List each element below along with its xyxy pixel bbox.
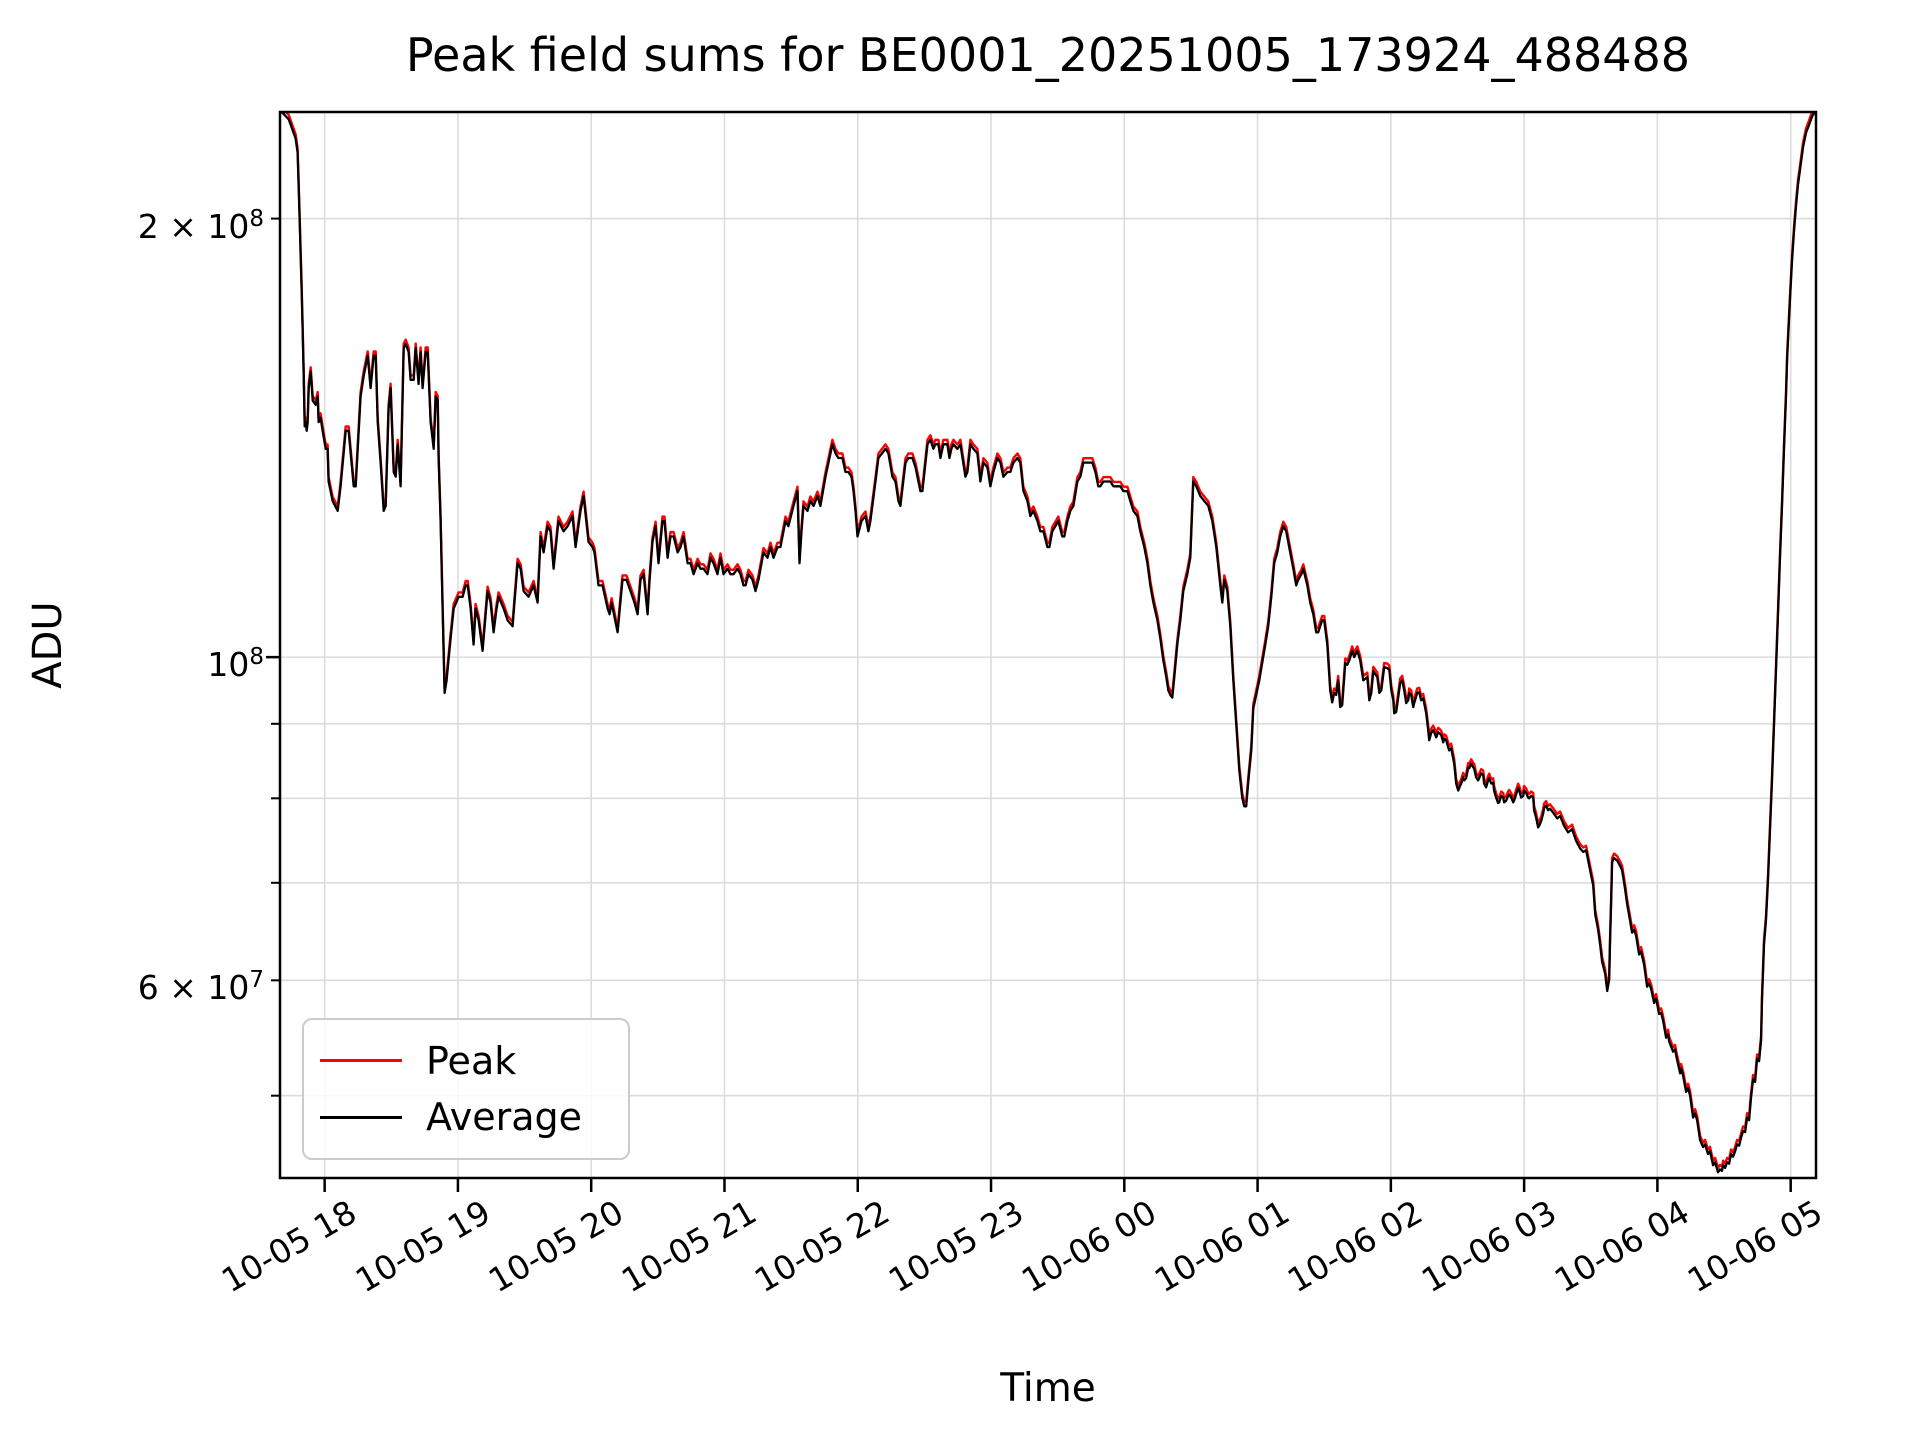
legend-item-average: Average [304, 1095, 628, 1139]
chart-title: Peak field sums for BE0001_20251005_1739… [405, 28, 1691, 82]
legend-label-peak: Peak [426, 1038, 517, 1083]
average-line-sample [320, 1115, 402, 1119]
legend: Peak Average [302, 1018, 630, 1160]
x-axis-label: Time [1000, 1366, 1096, 1411]
y-tick-label-6e7: 6 × 107 [137, 967, 264, 1008]
legend-item-peak: Peak [304, 1039, 628, 1083]
legend-label-average: Average [426, 1095, 583, 1140]
y-tick-label-1e8: 108 [207, 644, 264, 685]
y-tick-label-2e8: 2 × 108 [137, 205, 264, 246]
peak-line-sample [320, 1059, 402, 1063]
